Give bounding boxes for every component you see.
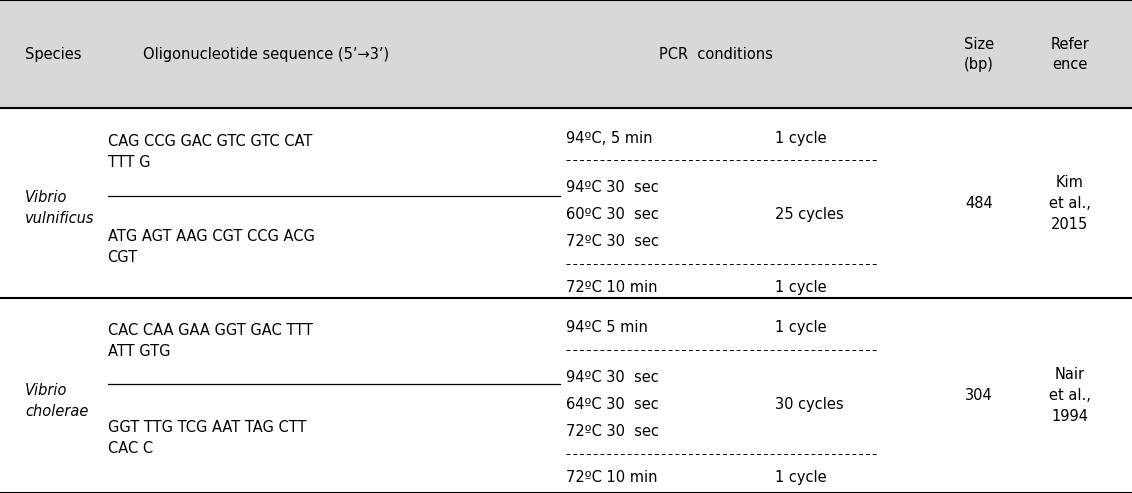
- Text: 1 cycle: 1 cycle: [775, 280, 827, 295]
- Text: 64ºC 30  sec: 64ºC 30 sec: [566, 397, 659, 412]
- Text: CAC CAA GAA GGT GAC TTT
ATT GTG: CAC CAA GAA GGT GAC TTT ATT GTG: [108, 323, 312, 359]
- Text: 1 cycle: 1 cycle: [775, 131, 827, 145]
- Text: 94ºC 5 min: 94ºC 5 min: [566, 320, 648, 335]
- Text: PCR  conditions: PCR conditions: [659, 47, 773, 62]
- Text: GGT TTG TCG AAT TAG CTT
CAC C: GGT TTG TCG AAT TAG CTT CAC C: [108, 421, 306, 457]
- Text: Size
(bp): Size (bp): [964, 37, 994, 71]
- Text: 72ºC 30  sec: 72ºC 30 sec: [566, 424, 659, 439]
- Text: Nair
et al.,
1994: Nair et al., 1994: [1049, 367, 1090, 424]
- Text: 60ºC 30  sec: 60ºC 30 sec: [566, 207, 659, 222]
- Text: Species: Species: [25, 47, 82, 62]
- Text: 304: 304: [966, 388, 993, 403]
- Text: 72ºC 30  sec: 72ºC 30 sec: [566, 234, 659, 249]
- Text: Refer
ence: Refer ence: [1050, 37, 1089, 71]
- Text: 72ºC 10 min: 72ºC 10 min: [566, 470, 658, 485]
- Text: Oligonucleotide sequence (5’→3’): Oligonucleotide sequence (5’→3’): [143, 47, 389, 62]
- Text: 484: 484: [966, 196, 993, 211]
- Text: Kim
et al.,
2015: Kim et al., 2015: [1049, 175, 1090, 232]
- Text: 94ºC, 5 min: 94ºC, 5 min: [566, 131, 652, 145]
- Text: ATG AGT AAG CGT CCG ACG
CGT: ATG AGT AAG CGT CCG ACG CGT: [108, 229, 315, 265]
- Text: 30 cycles: 30 cycles: [775, 397, 844, 412]
- Text: Vibrio
vulnificus: Vibrio vulnificus: [25, 190, 94, 226]
- Text: 1 cycle: 1 cycle: [775, 320, 827, 335]
- Text: Vibrio
cholerae: Vibrio cholerae: [25, 383, 88, 419]
- Text: 1 cycle: 1 cycle: [775, 470, 827, 485]
- Text: 94ºC 30  sec: 94ºC 30 sec: [566, 180, 659, 195]
- Text: 72ºC 10 min: 72ºC 10 min: [566, 280, 658, 295]
- Bar: [0, 0, 1132, 108]
- Text: CAG CCG GAC GTC GTC CAT
TTT G: CAG CCG GAC GTC GTC CAT TTT G: [108, 134, 312, 170]
- Text: 94ºC 30  sec: 94ºC 30 sec: [566, 370, 659, 385]
- Text: 25 cycles: 25 cycles: [775, 207, 844, 222]
